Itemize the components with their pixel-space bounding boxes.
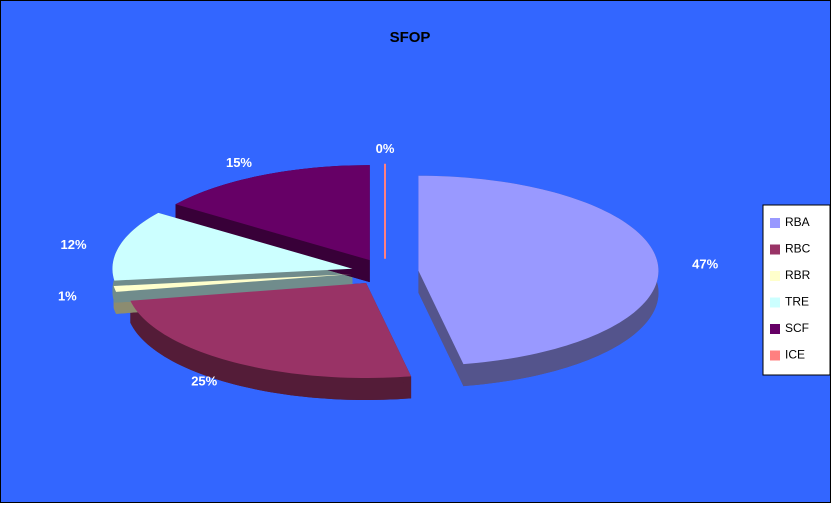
data-label: 0% bbox=[376, 141, 395, 156]
legend-label: ICE bbox=[785, 348, 805, 362]
data-label: 12% bbox=[60, 237, 86, 252]
pie-tops bbox=[112, 163, 659, 378]
legend-label: RBR bbox=[785, 268, 811, 282]
legend-label: RBA bbox=[785, 215, 810, 229]
slice bbox=[112, 212, 353, 281]
pie-labels: 47% 25% 1% 12% 15% 0% bbox=[58, 141, 719, 389]
legend-swatch bbox=[770, 350, 780, 361]
data-label: 15% bbox=[226, 155, 252, 170]
legend-label: TRE bbox=[785, 295, 809, 309]
legend-swatch bbox=[770, 218, 780, 228]
slice-side bbox=[418, 270, 464, 387]
data-label: 47% bbox=[692, 256, 718, 271]
slice bbox=[113, 274, 352, 292]
slice bbox=[175, 165, 370, 261]
legend-swatch bbox=[770, 244, 780, 255]
legend-label: RBC bbox=[785, 242, 811, 256]
slice bbox=[130, 283, 412, 378]
slice bbox=[418, 175, 659, 365]
legend-swatch bbox=[770, 271, 780, 281]
chart-title: SFOP bbox=[390, 29, 431, 46]
legend-swatch bbox=[770, 324, 780, 334]
data-label: 1% bbox=[58, 288, 77, 303]
slice-side bbox=[130, 300, 412, 400]
legend-box bbox=[762, 204, 831, 376]
legend-swatch bbox=[770, 297, 780, 308]
data-label: 25% bbox=[191, 374, 217, 389]
legend-label: SCF bbox=[785, 321, 809, 335]
legend: RBA RBC RBR TRE SCF ICE bbox=[762, 204, 831, 376]
